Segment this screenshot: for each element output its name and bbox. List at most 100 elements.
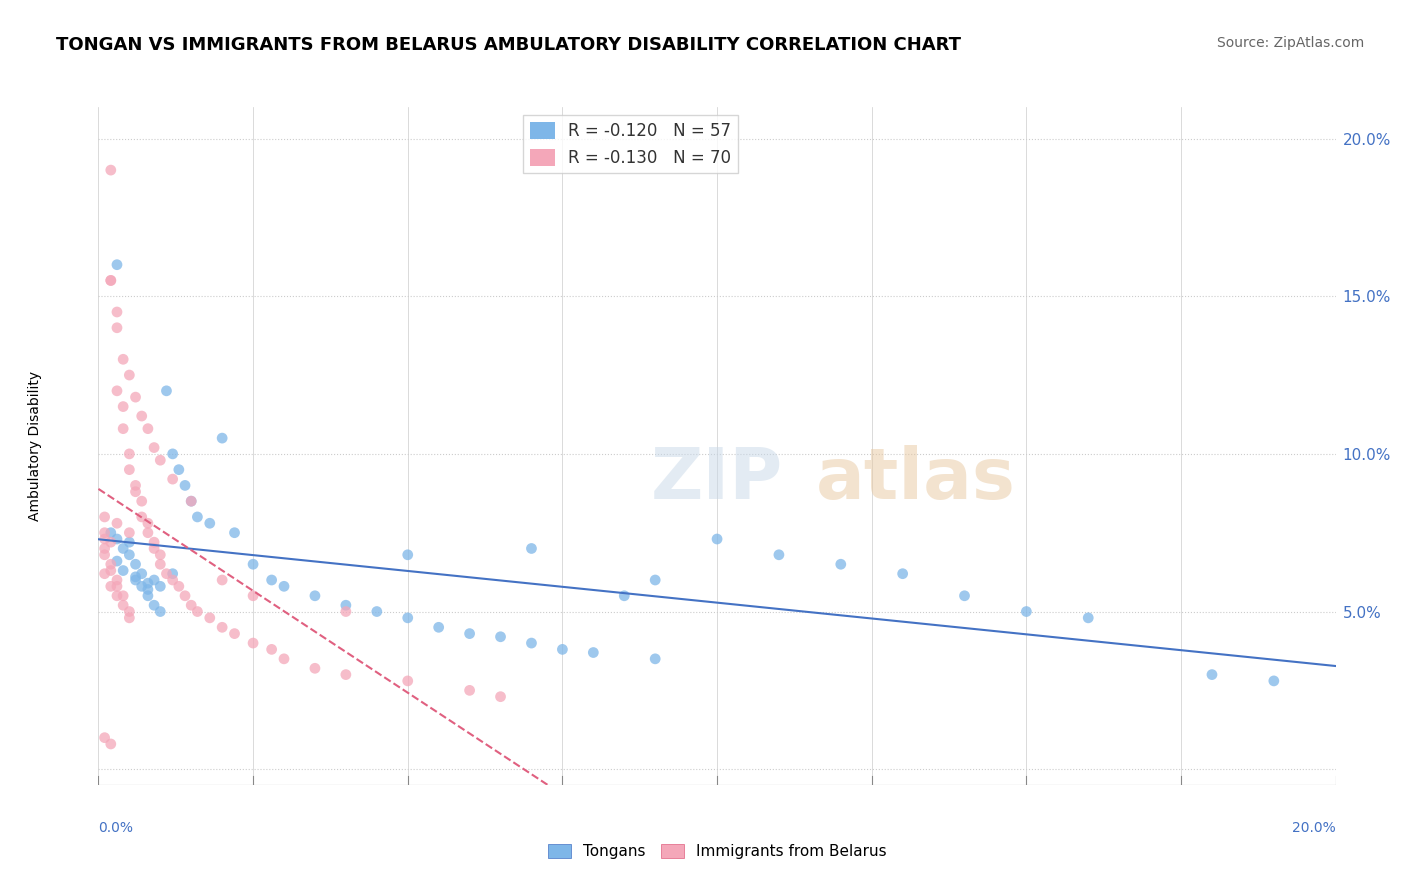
Point bbox=[112, 564, 135, 578]
Point bbox=[112, 599, 135, 613]
Point bbox=[520, 541, 543, 556]
Point bbox=[1201, 667, 1223, 681]
Point bbox=[105, 554, 128, 568]
Point bbox=[211, 573, 233, 587]
Point bbox=[149, 605, 172, 619]
Point bbox=[105, 516, 128, 531]
Text: 0.0%: 0.0% bbox=[98, 821, 134, 835]
Point bbox=[180, 494, 202, 508]
Point bbox=[644, 652, 666, 666]
Point bbox=[143, 441, 166, 455]
Point bbox=[93, 731, 115, 745]
Point bbox=[93, 548, 115, 562]
Point bbox=[242, 589, 264, 603]
Point bbox=[118, 447, 141, 461]
Point bbox=[644, 573, 666, 587]
Text: TONGAN VS IMMIGRANTS FROM BELARUS AMBULATORY DISABILITY CORRELATION CHART: TONGAN VS IMMIGRANTS FROM BELARUS AMBULA… bbox=[56, 36, 962, 54]
Point bbox=[136, 422, 159, 436]
Point bbox=[706, 532, 728, 546]
Point bbox=[304, 661, 326, 675]
Point bbox=[155, 384, 177, 398]
Point bbox=[582, 646, 605, 660]
Point bbox=[224, 626, 246, 640]
Point bbox=[167, 463, 190, 477]
Point bbox=[112, 589, 135, 603]
Point bbox=[551, 642, 574, 657]
Point bbox=[613, 589, 636, 603]
Point bbox=[136, 576, 159, 591]
Point bbox=[105, 573, 128, 587]
Point bbox=[118, 605, 141, 619]
Point bbox=[118, 548, 141, 562]
Point bbox=[100, 535, 122, 549]
Point bbox=[174, 589, 197, 603]
Point bbox=[149, 579, 172, 593]
Point bbox=[149, 453, 172, 467]
Point bbox=[105, 579, 128, 593]
Point bbox=[198, 516, 221, 531]
Point bbox=[100, 525, 122, 540]
Point bbox=[131, 494, 153, 508]
Point bbox=[162, 447, 184, 461]
Point bbox=[242, 558, 264, 572]
Point bbox=[124, 390, 146, 404]
Point bbox=[260, 642, 283, 657]
Point bbox=[1077, 611, 1099, 625]
Point bbox=[105, 305, 128, 319]
Point bbox=[124, 570, 146, 584]
Point bbox=[131, 579, 153, 593]
Point bbox=[124, 484, 146, 499]
Point bbox=[143, 599, 166, 613]
Point bbox=[396, 548, 419, 562]
Point bbox=[224, 525, 246, 540]
Point bbox=[112, 422, 135, 436]
Point bbox=[136, 525, 159, 540]
Point bbox=[1015, 605, 1038, 619]
Point bbox=[768, 548, 790, 562]
Point bbox=[112, 352, 135, 367]
Point bbox=[489, 690, 512, 704]
Point bbox=[162, 566, 184, 581]
Point bbox=[136, 516, 159, 531]
Point bbox=[112, 541, 135, 556]
Point bbox=[458, 683, 481, 698]
Point bbox=[174, 478, 197, 492]
Point bbox=[366, 605, 388, 619]
Point bbox=[155, 566, 177, 581]
Point bbox=[143, 573, 166, 587]
Point bbox=[891, 566, 914, 581]
Point bbox=[162, 472, 184, 486]
Point bbox=[458, 626, 481, 640]
Point bbox=[136, 589, 159, 603]
Point bbox=[93, 532, 115, 546]
Point bbox=[143, 535, 166, 549]
Point bbox=[100, 737, 122, 751]
Point bbox=[105, 589, 128, 603]
Point bbox=[100, 579, 122, 593]
Point bbox=[112, 400, 135, 414]
Text: atlas: atlas bbox=[815, 445, 1017, 515]
Point bbox=[93, 510, 115, 524]
Text: Ambulatory Disability: Ambulatory Disability bbox=[28, 371, 42, 521]
Point bbox=[211, 620, 233, 634]
Point bbox=[149, 558, 172, 572]
Point bbox=[427, 620, 450, 634]
Point bbox=[167, 579, 190, 593]
Point bbox=[136, 582, 159, 597]
Point bbox=[105, 258, 128, 272]
Point bbox=[105, 384, 128, 398]
Point bbox=[1263, 673, 1285, 688]
Point bbox=[186, 605, 208, 619]
Point bbox=[143, 541, 166, 556]
Point bbox=[131, 510, 153, 524]
Point bbox=[953, 589, 976, 603]
Point bbox=[242, 636, 264, 650]
Text: Source: ZipAtlas.com: Source: ZipAtlas.com bbox=[1216, 36, 1364, 50]
Legend: R = -0.120   N = 57, R = -0.130   N = 70: R = -0.120 N = 57, R = -0.130 N = 70 bbox=[523, 115, 738, 173]
Point bbox=[396, 611, 419, 625]
Point bbox=[100, 558, 122, 572]
Point bbox=[520, 636, 543, 650]
Point bbox=[211, 431, 233, 445]
Point bbox=[118, 535, 141, 549]
Point bbox=[93, 541, 115, 556]
